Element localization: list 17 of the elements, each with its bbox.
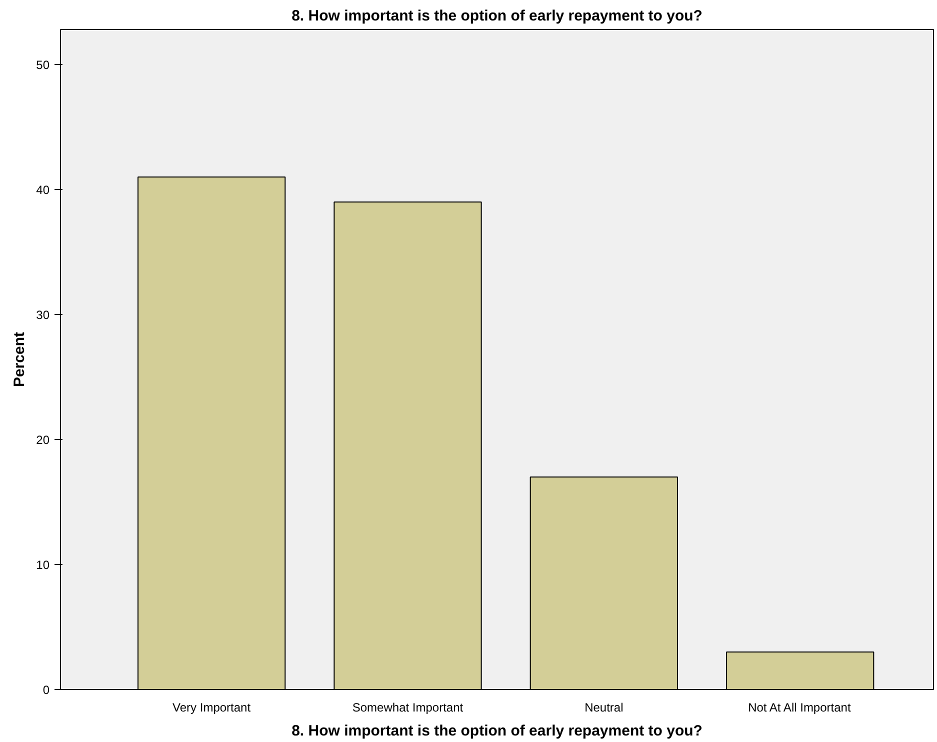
y-tick-label: 50 [36,58,50,72]
x-tick-label: Not At All Important [748,700,852,714]
y-tick-label: 40 [36,183,50,197]
y-tick-label: 30 [36,308,50,322]
bar [137,176,286,690]
x-tick-label: Very Important [172,700,252,714]
x-tick-label: Somewhat Important [352,700,464,714]
bar [334,202,482,690]
x-tick-label: Neutral [584,700,624,714]
x-axis-title: 8. How important is the option of early repayment to you? [292,722,702,740]
y-tick-label: 20 [36,433,50,447]
bar [726,652,874,690]
y-axis-title: Percent [11,332,28,388]
chart-title: 8. How important is the option of early repayment to you? [292,8,702,24]
y-tick-label: 10 [36,558,50,572]
y-tick-label: 0 [42,683,50,697]
bar [530,476,678,690]
